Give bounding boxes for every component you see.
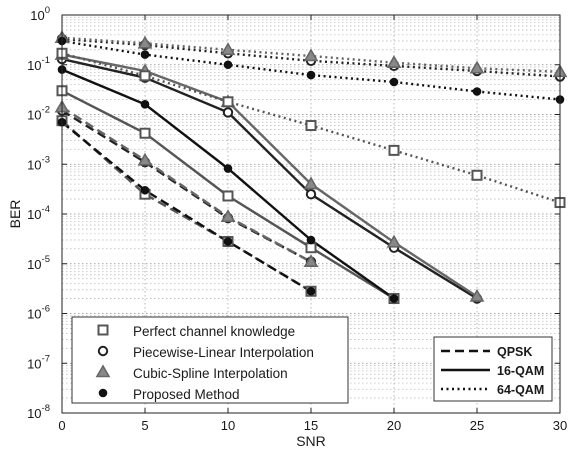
method-legend: Perfect channel knowledge Piecewise-Line…	[71, 316, 349, 404]
legend-marker-perfect-channel-knowledge	[97, 324, 109, 336]
legend-method-markers	[95, 324, 111, 398]
data-point-proposed-method-64-qam	[472, 87, 482, 96]
data-point-cubic-spline-interpolation-64-qam	[469, 60, 485, 74]
data-point-cubic-spline-interpolation-qpsk	[303, 254, 319, 267]
y-tick-label: 10-4	[27, 204, 50, 222]
legend-modulation-lines	[441, 349, 490, 391]
data-point-proposed-method-64-qam	[389, 77, 399, 87]
data-point-cubic-spline-interpolation-64-qam	[137, 35, 153, 49]
data-point-perfect-channel-knowledge-16-qam	[139, 127, 151, 139]
modulation-legend: QPSK 16-QAM 64-QAM	[433, 336, 553, 402]
x-tick-label: 20	[387, 418, 401, 433]
data-point-perfect-channel-knowledge-16-qam	[222, 190, 234, 202]
y-tick-labels: 10-8 10-7 10-6 10-5 10-4 10-3 10-2 10-1 100	[27, 5, 50, 421]
data-point-proposed-method-64-qam	[140, 50, 150, 59]
legend-label-proposed: Proposed Method	[133, 387, 240, 402]
data-point-proposed-method-64-qam	[306, 70, 316, 80]
y-tick-label: 10-5	[27, 254, 50, 272]
data-point-perfect-channel-knowledge-16-qam	[305, 242, 317, 254]
y-tick-label: 10-8	[27, 403, 50, 421]
data-point-cubic-spline-interpolation-16-qam	[303, 176, 319, 190]
legend-label-16qam: 16-QAM	[497, 364, 544, 378]
series-line-cubic-spline-interpolation-16-qam	[61, 53, 478, 298]
y-tick-label: 10-2	[27, 105, 50, 123]
series-line-cubic-spline-interpolation-qpsk	[61, 106, 312, 263]
data-point-perfect-channel-knowledge-64-qam	[471, 169, 483, 181]
data-point-proposed-method-64-qam	[223, 60, 233, 70]
data-point-proposed-method-16-qam	[223, 164, 233, 173]
legend-label-perfect: Perfect channel knowledge	[133, 324, 295, 339]
y-tick-label: 10-3	[27, 154, 50, 172]
data-point-cubic-spline-interpolation-64-qam	[303, 48, 319, 62]
x-tick-label: 0	[58, 418, 65, 433]
legend-label-piecewise: Piecewise-Linear Interpolation	[133, 345, 314, 360]
y-tick-label: 100	[30, 5, 50, 23]
series-line-piecewise-linear-interpolation-16-qam	[61, 57, 478, 300]
y-axis-label: BER	[7, 200, 23, 229]
x-axis-label: SNR	[296, 433, 326, 449]
data-point-proposed-method-16-qam	[306, 235, 316, 245]
data-point-cubic-spline-interpolation-16-qam	[469, 288, 485, 302]
data-point-cubic-spline-interpolation-64-qam	[386, 55, 402, 68]
data-point-perfect-channel-knowledge-64-qam	[222, 96, 234, 108]
data-point-cubic-spline-interpolation-qpsk	[220, 209, 236, 223]
data-point-piecewise-linear-interpolation-16-qam	[222, 107, 234, 118]
x-tick-labels: 0 5 10 15 20 25 30	[58, 418, 567, 433]
y-tick-label: 10-7	[27, 353, 50, 371]
data-point-proposed-method-qpsk	[306, 286, 316, 296]
data-point-proposed-method-qpsk	[140, 185, 150, 195]
method-legend-box	[71, 316, 349, 404]
data-point-piecewise-linear-interpolation-16-qam	[305, 189, 317, 200]
legend-marker-cubic-spline-interpolation	[95, 364, 111, 378]
data-point-proposed-method-16-qam	[140, 100, 150, 109]
data-point-proposed-method-qpsk	[223, 237, 233, 246]
legend-label-64qam: 64-QAM	[497, 383, 544, 397]
data-point-cubic-spline-interpolation-64-qam	[220, 42, 236, 56]
x-tick-label: 15	[304, 418, 318, 433]
legend-marker-piecewise-linear-interpolation	[97, 345, 109, 357]
ticks	[61, 15, 561, 413]
legend-label-cubic: Cubic-Spline Interpolation	[133, 366, 288, 381]
legend-label-qpsk: QPSK	[497, 345, 532, 359]
series-line-proposed-method-qpsk	[61, 121, 312, 293]
y-tick-label: 10-6	[27, 304, 50, 322]
data-point-perfect-channel-knowledge-64-qam	[305, 120, 317, 132]
x-tick-label: 30	[553, 418, 567, 433]
x-tick-label: 25	[470, 418, 484, 433]
x-tick-label: 10	[221, 418, 235, 433]
x-tick-label: 5	[141, 418, 148, 433]
y-tick-label: 10-1	[27, 55, 50, 73]
data-point-proposed-method-16-qam	[389, 294, 399, 303]
data-point-cubic-spline-interpolation-16-qam	[386, 234, 402, 248]
legend-marker-proposed-method	[98, 388, 108, 398]
data-point-perfect-channel-knowledge-64-qam	[139, 70, 151, 82]
data-point-cubic-spline-interpolation-qpsk	[137, 152, 153, 166]
data-point-perfect-channel-knowledge-64-qam	[388, 144, 400, 156]
